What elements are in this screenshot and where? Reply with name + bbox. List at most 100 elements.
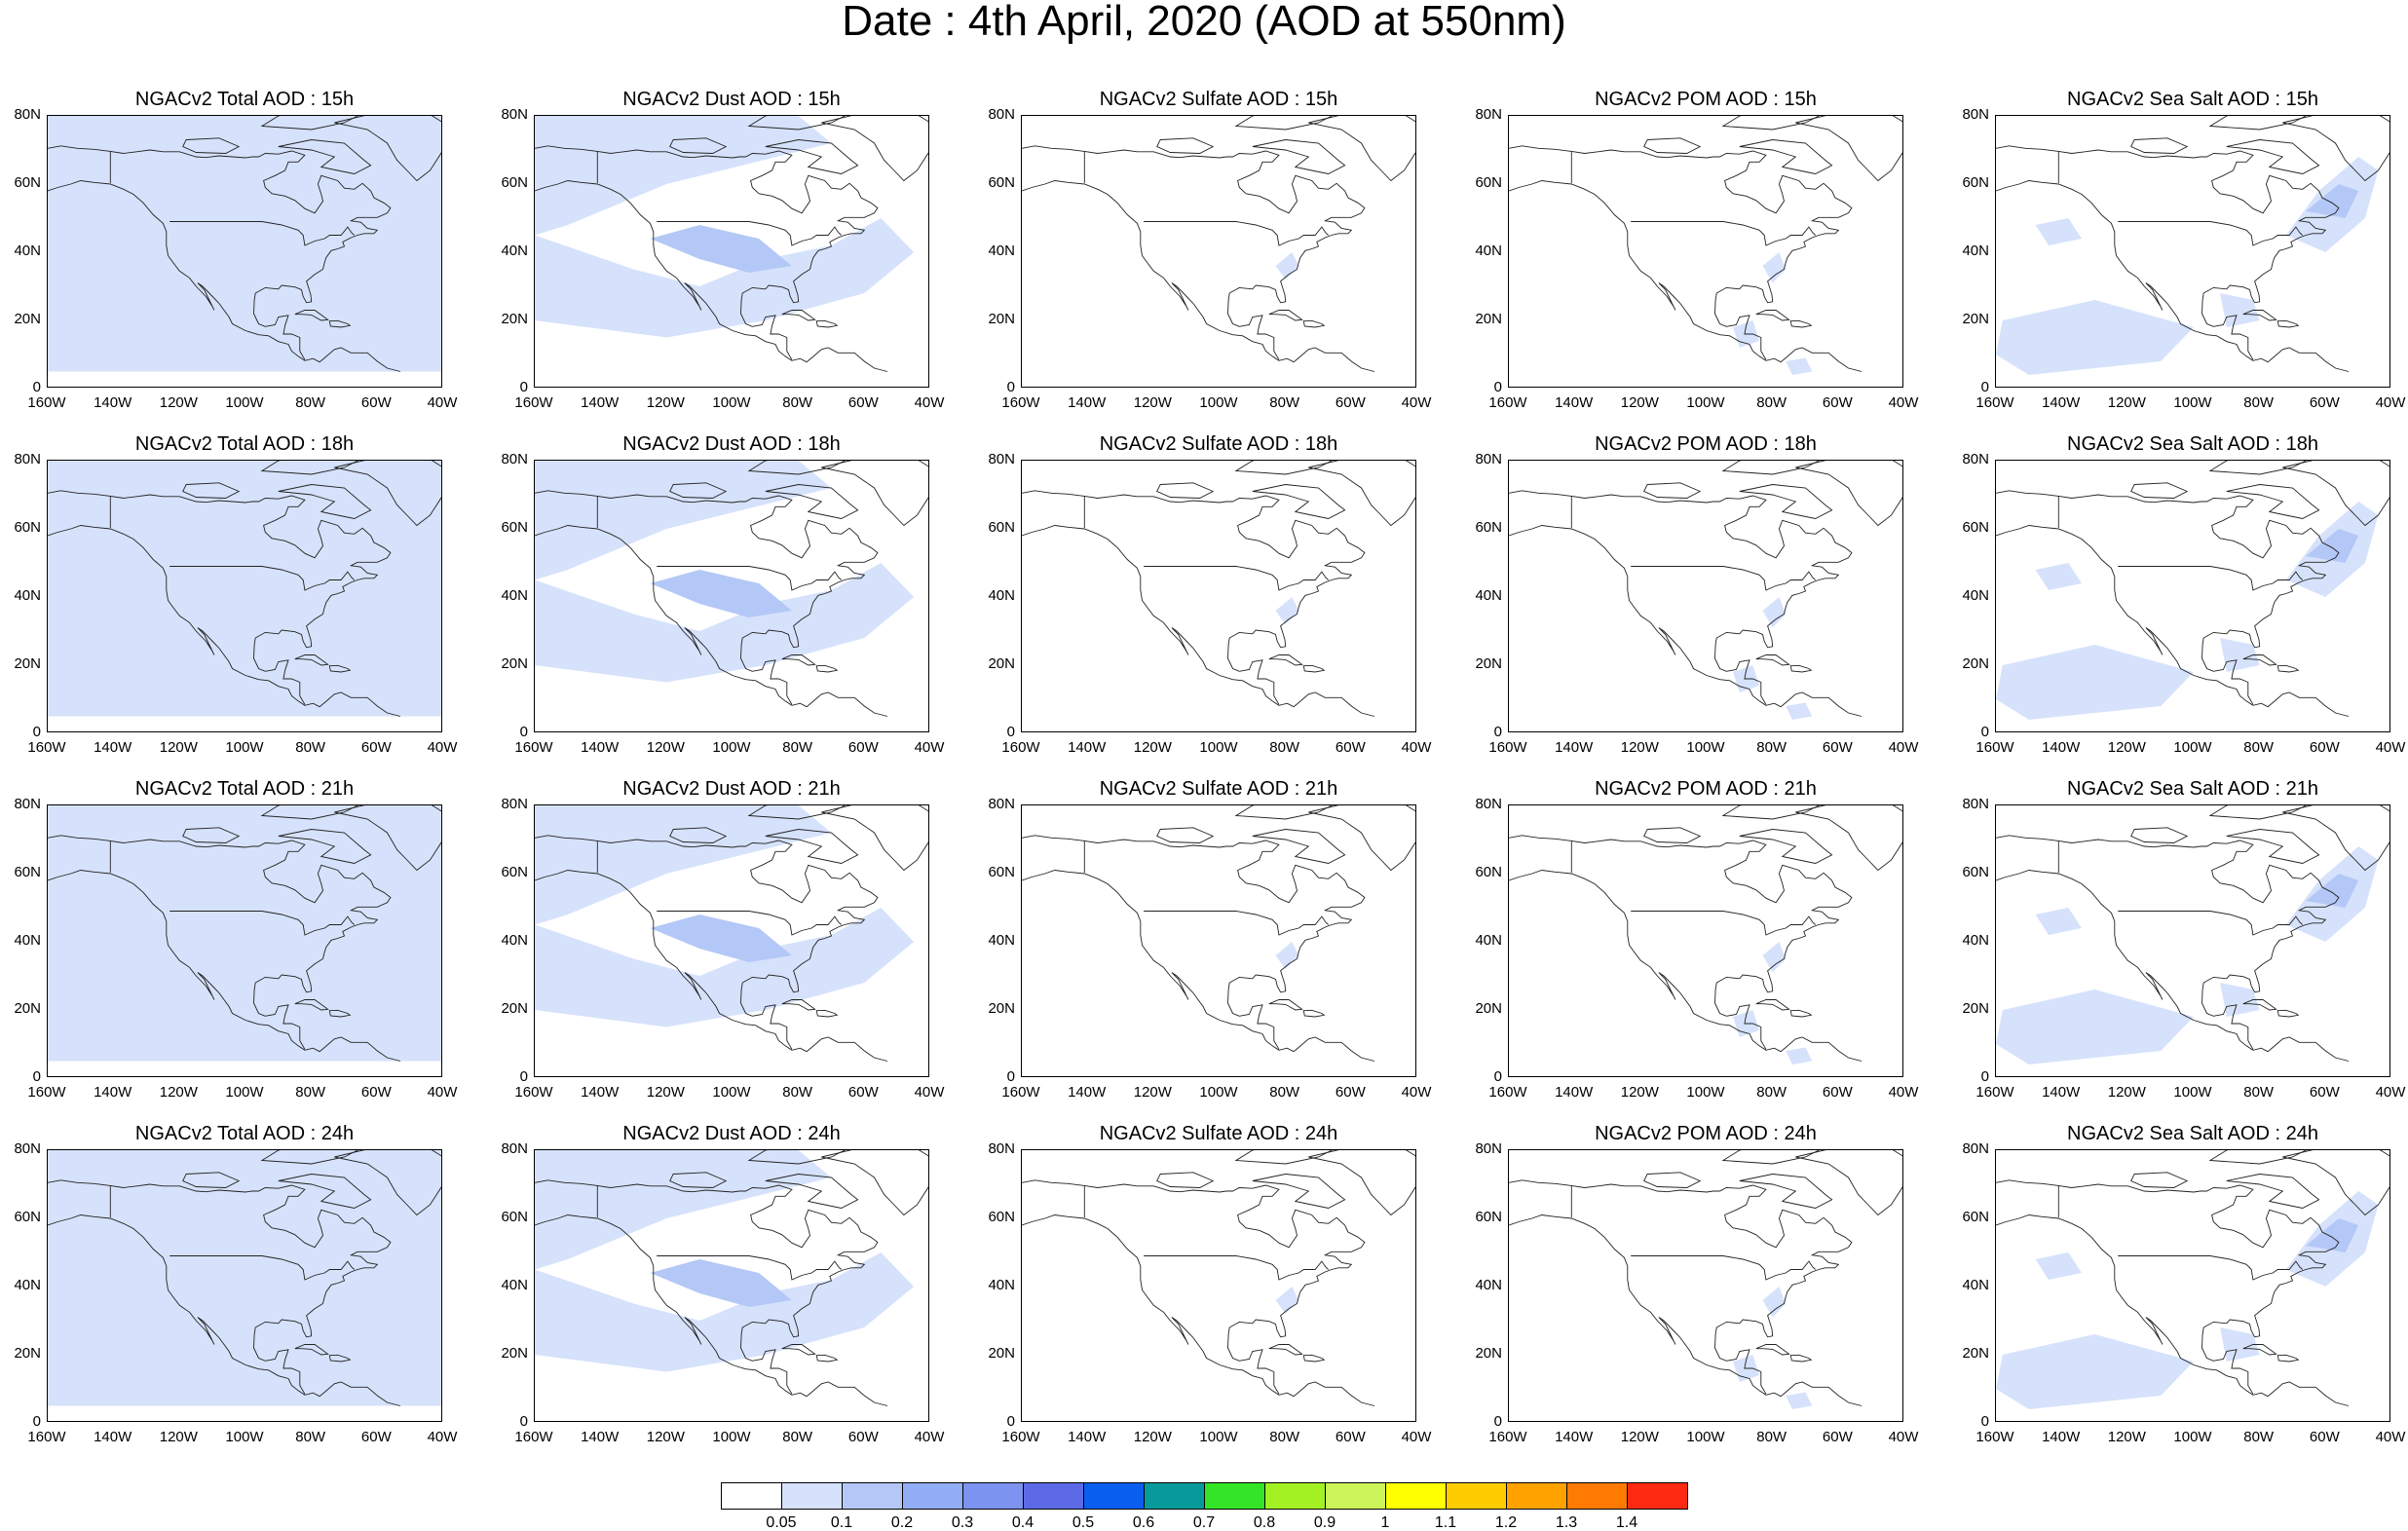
colorbar-label: 0.9: [1313, 1514, 1336, 1531]
map-frame-sulfate-18h: [1021, 460, 1416, 732]
lat-tick-label: 80N: [14, 1140, 41, 1157]
coastline: [1509, 870, 1862, 1062]
lon-tick-label: 140W: [1068, 1429, 1107, 1445]
landmass-outline: [1308, 805, 1415, 872]
landmass-outline: [2282, 461, 2389, 527]
lat-tick-label: 60N: [1475, 1209, 1502, 1225]
lat-tick-label: 60N: [501, 174, 528, 191]
lon-tick-label: 100W: [712, 394, 751, 411]
lon-tick-label: 160W: [1488, 394, 1527, 411]
landmass-outline: [278, 484, 372, 519]
panel-title: NGACv2 POM AOD : 24h: [1595, 1123, 1817, 1144]
lat-tick-label: 0: [1006, 379, 1015, 395]
panel-title: NGACv2 POM AOD : 18h: [1595, 433, 1817, 455]
lat-tick-label: 80N: [14, 106, 41, 123]
aod-shading: [1996, 645, 2194, 720]
aod-shading: [1786, 1392, 1813, 1409]
map-frame-sulfate-15h: [1021, 115, 1416, 388]
lon-tick-label: 160W: [514, 739, 553, 756]
lat-tick-label: 40N: [988, 1277, 1015, 1293]
lat-tick-label: 80N: [1962, 1140, 1989, 1157]
colorbar-swatch: [1566, 1482, 1628, 1510]
coastline: [48, 490, 392, 705]
lat-tick-label: 40N: [988, 243, 1015, 259]
lon-tick-label: 120W: [1620, 1084, 1659, 1101]
coastline: [1022, 1214, 1375, 1406]
lon-tick-label: 140W: [1555, 394, 1594, 411]
landmass-outline: [2226, 484, 2320, 519]
coastline: [1996, 145, 2340, 360]
colorbar-swatch: [842, 1482, 903, 1510]
colorbar-swatch: [1204, 1482, 1265, 1510]
coastline: [1509, 1214, 1862, 1406]
lat-tick-label: 0: [32, 1413, 41, 1430]
lon-tick-label: 100W: [225, 739, 264, 756]
lat-tick-label: 20N: [501, 655, 528, 672]
lat-tick-label: 40N: [14, 243, 41, 259]
lat-tick-label: 0: [519, 724, 528, 740]
landmass-outline: [260, 461, 359, 475]
lat-tick-label: 60N: [1962, 174, 1989, 191]
aod-shading: [535, 116, 832, 236]
landmass-outline: [2242, 310, 2277, 321]
lon-tick-label: 160W: [1975, 739, 2014, 756]
map-frame-total-24h: [47, 1149, 442, 1422]
coastline: [535, 835, 879, 1050]
coastline: [535, 870, 888, 1062]
landmass-outline: [2276, 1009, 2300, 1018]
lat-tick-label: 20N: [988, 1000, 1015, 1017]
lon-tick-label: 60W: [2309, 1084, 2340, 1101]
landmass-outline: [669, 482, 728, 499]
landmass-outline: [2282, 116, 2389, 182]
lat-tick-label: 20N: [988, 655, 1015, 672]
lon-tick-label: 120W: [159, 1429, 198, 1445]
lon-tick-label: 60W: [360, 739, 392, 756]
landmass-outline: [2276, 664, 2300, 673]
lon-tick-label: 100W: [2173, 1429, 2212, 1445]
coastline: [1996, 1179, 2340, 1395]
aod-shading: [2220, 293, 2260, 327]
lon-tick-label: 120W: [2107, 1084, 2146, 1101]
coastline: [48, 180, 401, 372]
landmass-outline: [334, 1150, 441, 1216]
landmass-outline: [1643, 827, 1702, 843]
map-frame-dust-18h: [534, 460, 929, 732]
lon-tick-label: 120W: [1133, 739, 1172, 756]
lat-tick-label: 40N: [14, 932, 41, 949]
lon-tick-label: 140W: [94, 739, 132, 756]
coastline: [1996, 1214, 2350, 1406]
aod-map: [535, 116, 928, 372]
lat-tick-label: 80N: [501, 1140, 528, 1157]
colorbar-swatch: [1264, 1482, 1326, 1510]
aod-shading: [1762, 252, 1787, 283]
lon-tick-label: 140W: [581, 1429, 620, 1445]
landmass-outline: [765, 139, 859, 174]
lon-tick-label: 120W: [2107, 394, 2146, 411]
lat-tick-label: 40N: [1962, 243, 1989, 259]
lat-tick-label: 20N: [1475, 311, 1502, 327]
lat-tick-label: 20N: [1475, 1000, 1502, 1017]
landmass-outline: [294, 999, 329, 1011]
landmass-outline: [278, 1174, 372, 1209]
landmass-outline: [765, 1174, 859, 1209]
lon-tick-label: 140W: [1555, 739, 1594, 756]
colorbar-swatch: [1627, 1482, 1688, 1510]
lon-tick-label: 140W: [581, 394, 620, 411]
lat-tick-label: 20N: [14, 311, 41, 327]
landmass-outline: [821, 116, 928, 182]
coastline: [657, 221, 842, 246]
lat-tick-label: 0: [1980, 724, 1989, 740]
landmass-outline: [1252, 484, 1346, 519]
lat-tick-label: 40N: [501, 243, 528, 259]
lat-tick-label: 80N: [1475, 1140, 1502, 1157]
aod-shading: [650, 225, 792, 273]
aod-map: [1022, 461, 1415, 717]
panel-title: NGACv2 POM AOD : 15h: [1595, 89, 1817, 110]
lon-tick-label: 40W: [1888, 394, 1919, 411]
coastline: [48, 870, 401, 1062]
coastline: [1631, 1255, 1816, 1281]
coastline: [535, 145, 879, 360]
lat-tick-label: 40N: [501, 587, 528, 604]
coastline: [2118, 911, 2303, 936]
lat-tick-label: 40N: [988, 587, 1015, 604]
